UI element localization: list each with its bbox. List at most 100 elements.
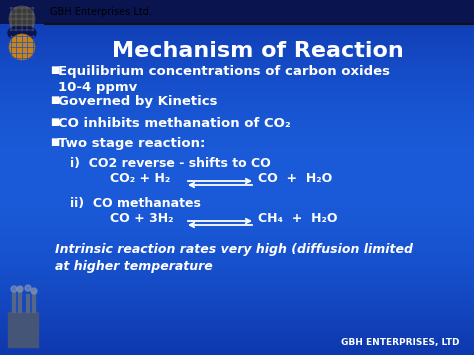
Bar [0,191,474,192]
Bar [0,252,474,253]
Bar [0,199,474,200]
Bar [0,89,474,90]
Bar [0,185,474,186]
Bar [0,161,474,162]
Bar [0,224,474,225]
Bar [0,321,474,322]
Bar [0,152,474,153]
Bar [0,253,474,254]
Bar [0,298,474,299]
Bar [0,296,474,297]
Bar [0,85,474,86]
Bar [0,277,474,278]
Bar [0,324,474,325]
Circle shape [8,28,18,38]
Bar [0,326,474,327]
Bar [0,231,474,232]
Bar [0,126,474,127]
Bar [0,87,474,88]
Bar [0,287,474,288]
Bar [0,147,474,148]
Bar [0,0,474,24]
Bar [0,249,474,250]
Bar [0,180,474,181]
Bar [0,271,474,272]
Bar [0,114,474,115]
Bar [0,148,474,149]
Bar [0,207,474,208]
Bar [0,33,474,34]
Text: ■: ■ [50,65,59,75]
Bar [0,118,474,119]
Bar [0,12,474,13]
Bar [0,57,474,58]
Bar [0,243,474,244]
Bar [0,38,474,39]
Bar [0,18,474,19]
Bar [0,93,474,94]
Bar [0,354,474,355]
Bar [0,65,474,66]
Bar [0,288,474,289]
Bar [0,157,474,158]
Bar [0,107,474,108]
Circle shape [26,28,36,38]
Bar [0,340,474,341]
Bar [0,165,474,166]
Bar [0,278,474,279]
Bar [0,291,474,292]
Bar [0,13,474,14]
Bar [0,331,474,332]
Bar [0,128,474,129]
Bar [0,353,474,354]
Bar [0,232,474,233]
Bar [0,212,474,213]
Bar [0,34,474,35]
Circle shape [25,288,31,294]
Bar [0,113,474,114]
Bar [0,8,474,9]
Bar [0,241,474,242]
Text: CH₄  +  H₂O: CH₄ + H₂O [258,212,337,225]
FancyBboxPatch shape [13,27,31,39]
Bar [0,345,474,346]
Bar [0,94,474,95]
Bar [0,73,474,74]
Bar [0,230,474,231]
Bar [0,294,474,295]
Bar [0,17,474,18]
Bar [0,266,474,267]
Bar [0,279,474,280]
Bar [0,337,474,338]
Bar [0,138,474,139]
Bar [0,201,474,202]
Bar [0,22,474,23]
Bar [0,74,474,75]
Bar [0,3,474,4]
Bar [0,146,474,147]
Bar [0,350,474,351]
Bar [0,196,474,197]
Bar [0,342,474,343]
Bar [0,310,474,311]
Bar [0,145,474,146]
Bar [0,318,474,319]
Bar [0,120,474,121]
Bar [0,254,474,255]
Bar [0,217,474,218]
Bar [0,290,474,291]
Bar [0,90,474,91]
Bar [0,186,474,187]
Bar [0,39,474,40]
Text: Mechanism of Reaction: Mechanism of Reaction [112,41,404,61]
Bar [0,192,474,193]
Bar [0,216,474,217]
Bar [0,7,474,8]
Bar [0,256,474,257]
Bar [0,153,474,154]
Bar [0,50,474,51]
Bar [0,52,474,53]
Bar [0,129,474,130]
Text: CO  +  H₂O: CO + H₂O [258,172,332,185]
Bar [0,132,474,133]
